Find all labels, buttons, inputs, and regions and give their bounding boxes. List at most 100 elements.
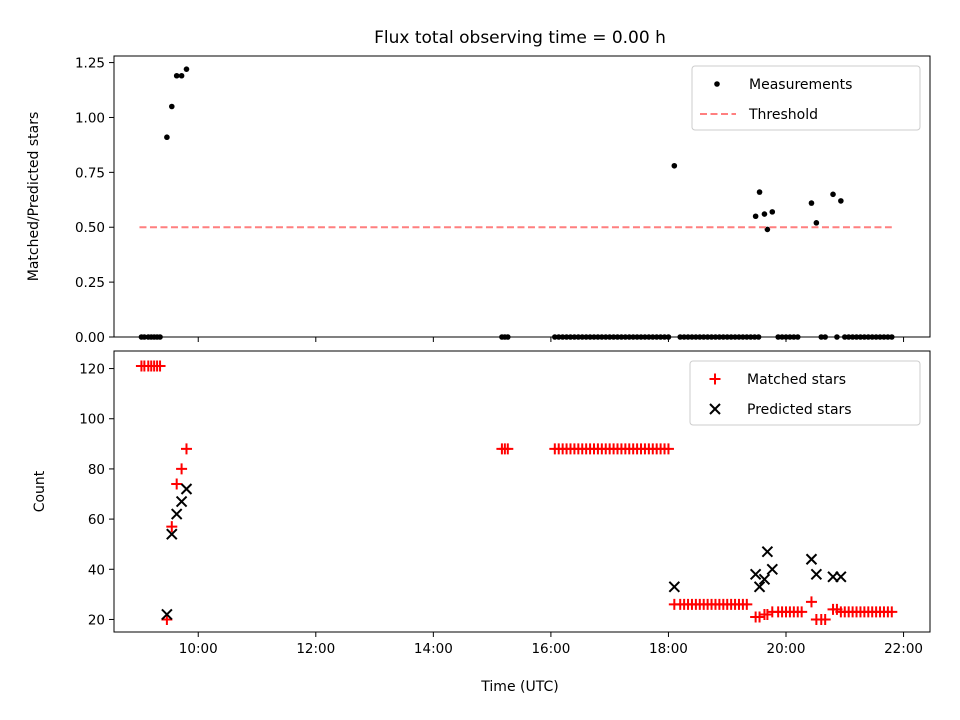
predicted-point [175, 495, 188, 508]
measurement-point [618, 334, 625, 340]
y-tick-label: 120 [79, 362, 105, 378]
x-tick-label: 22:00 [884, 641, 923, 657]
measurement-point [838, 198, 844, 204]
measurement-point [861, 334, 868, 340]
measurement-point [881, 334, 887, 340]
y-tick-label: 1.25 [75, 56, 105, 72]
measurement-point [638, 334, 644, 340]
measurement-point [869, 334, 876, 340]
measurement-point [794, 334, 801, 340]
y-axis-label: Count [32, 470, 48, 512]
legend-label: Matched stars [747, 372, 846, 388]
measurement-point [764, 226, 771, 233]
x-tick-label: 10:00 [179, 641, 218, 657]
y-axis-label: Matched/Predicted stars [26, 112, 42, 282]
x-tick-label: 14:00 [414, 641, 453, 657]
predicted-point [161, 608, 173, 621]
measurement-point [813, 220, 820, 226]
measurement-point [689, 334, 695, 340]
measurement-point [888, 334, 895, 340]
measurement-point [830, 191, 836, 198]
predicted-point [758, 573, 771, 586]
matched-point [166, 521, 178, 533]
measurement-point [630, 334, 636, 340]
measurement-point [740, 334, 746, 340]
x-tick-label: 12:00 [296, 641, 335, 657]
legend-box [691, 65, 921, 131]
measurement-point [755, 334, 762, 340]
y-tick-label: 20 [88, 612, 105, 628]
legend-label: Threshold [748, 107, 818, 123]
measurement-point [700, 334, 707, 340]
measurement-point [579, 334, 586, 340]
axes-frame [113, 55, 931, 338]
measurement-point [575, 334, 582, 340]
predicted-point [170, 508, 183, 520]
measurement-point [567, 334, 574, 340]
measurement-point [693, 334, 699, 340]
y-tick-label: 80 [88, 462, 105, 478]
legend-label: Predicted stars [747, 402, 852, 418]
legend-label: Measurements [749, 77, 852, 93]
measurement-point [559, 334, 566, 340]
chart-title: Flux total observing time = 0.00 h [374, 28, 666, 48]
measurement-point [571, 334, 578, 340]
matched-point [662, 443, 674, 455]
measurement-point [178, 72, 185, 79]
predicted-point [761, 546, 774, 558]
predicted-point [180, 483, 193, 495]
matched-point [176, 463, 188, 475]
x-tick-label: 20:00 [767, 641, 806, 657]
measurement-point [756, 189, 763, 195]
y-tick-label: 60 [88, 512, 105, 528]
matched-point [819, 613, 831, 625]
measurement-point [685, 334, 691, 340]
measurement-point [732, 334, 738, 340]
x-tick-label: 18:00 [649, 641, 688, 657]
measurement-point [665, 334, 672, 340]
y-tick-label: 0.00 [75, 330, 105, 346]
matched-point [761, 608, 773, 620]
measurement-point [183, 66, 190, 72]
matched-point [180, 443, 192, 455]
measurement-point [587, 334, 593, 340]
measurement-point [761, 211, 768, 217]
measurement-point [853, 334, 860, 340]
measurement-point [791, 334, 797, 340]
matched-point [154, 360, 166, 372]
measurement-point [873, 334, 879, 340]
measurement-point [653, 334, 660, 340]
measurement-point [583, 334, 589, 340]
measurement-point [141, 334, 148, 340]
measurement-point [610, 334, 617, 340]
measurement-point [649, 334, 656, 340]
predicted-point [766, 563, 778, 575]
measurement-point [716, 334, 723, 340]
measurement-point [775, 334, 781, 340]
axes-frame [113, 350, 931, 633]
measurement-point [744, 334, 750, 340]
measurement-point [720, 334, 727, 340]
measurement-point [671, 162, 678, 169]
matched-point [886, 606, 898, 618]
measurement-point [724, 334, 731, 340]
predicted-point [749, 568, 762, 581]
legend-box [689, 360, 921, 426]
predicted-point [166, 528, 178, 540]
measurement-point [634, 334, 640, 340]
measurement-point [642, 334, 648, 340]
ratio-panel: 0.00 0.25 0.50 0.75 1.00 1.25 Matched/Predicte… [26, 55, 931, 346]
measurement-point [779, 334, 785, 340]
measurement-point [787, 334, 793, 340]
x-axis-label: Time (UTC) [480, 679, 558, 695]
measurement-point [818, 334, 825, 340]
legend: Measurements Threshold [691, 65, 921, 131]
measurement-point [595, 334, 601, 340]
predicted-point [668, 581, 681, 593]
measurement-point [606, 334, 613, 340]
measurement-point [599, 334, 605, 340]
measurement-point [168, 103, 175, 110]
matched-point [805, 596, 817, 608]
legend-marker [709, 403, 721, 415]
